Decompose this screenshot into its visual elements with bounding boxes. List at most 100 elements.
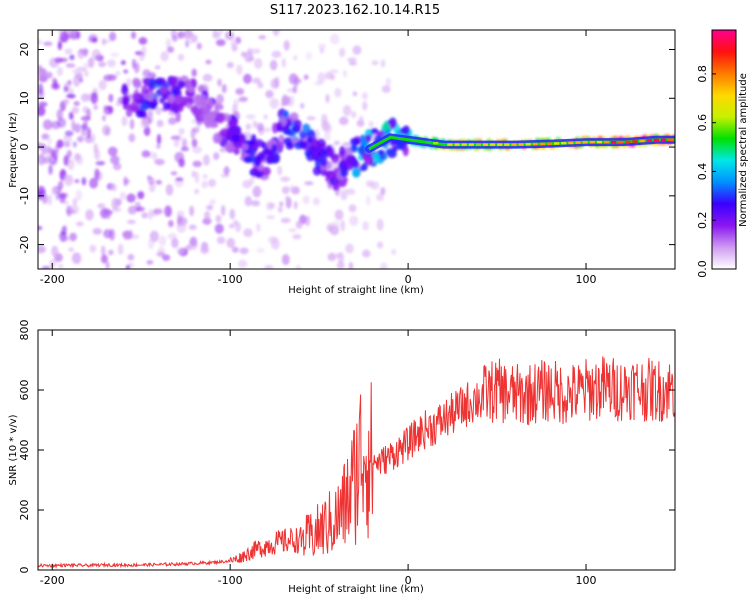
spectrogram-cell <box>229 125 239 136</box>
spectrogram-noise-cell <box>88 33 98 42</box>
spectrogram-noise-cell <box>131 31 137 39</box>
spectrogram-noise-cell <box>224 31 235 41</box>
spectrogram-noise-cell <box>75 189 83 201</box>
spectrogram-noise-cell <box>126 193 136 203</box>
spectrogram-noise-cell <box>292 55 298 61</box>
spectrogram-noise-cell <box>213 152 220 161</box>
spectrogram-noise-cell <box>89 244 97 253</box>
spectrogram-noise-cell <box>342 142 353 147</box>
snr-ytick-label: 0 <box>18 567 31 574</box>
spectrogram-noise-cell <box>385 77 391 87</box>
spectrogram-noise-cell <box>110 52 120 58</box>
spectrogram-noise-cell <box>111 197 119 210</box>
spectrogram-noise-cell <box>256 247 265 253</box>
spectrogram-noise-cell <box>101 114 107 122</box>
spectrogram-cell <box>307 145 318 154</box>
spectrogram-cell <box>197 84 205 93</box>
spectrogram-noise-cell <box>155 179 162 185</box>
spectrogram-noise-cell <box>329 69 339 74</box>
spectrogram-noise-cell <box>131 58 137 69</box>
snr-xtick-label: 0 <box>405 574 412 587</box>
spectrogram-noise-cell <box>177 53 185 61</box>
spectrogram-noise-cell <box>280 217 291 224</box>
spectrogram-noise-cell <box>71 106 80 114</box>
spectrogram-noise-cell <box>61 226 67 236</box>
spectrogram-cell <box>174 94 183 106</box>
spectrogram-noise-cell <box>342 69 347 78</box>
spectrogram-noise-cell <box>229 208 236 220</box>
spectrogram-noise-cell <box>347 57 357 62</box>
spectrogram-noise-cell <box>380 262 388 269</box>
spectrogram-noise-cell <box>84 71 89 77</box>
spectrogram-noise-cell <box>202 73 213 82</box>
spectrogram-noise-cell <box>193 188 200 195</box>
spectrogram-noise-cell <box>350 111 357 119</box>
spectrogram-noise-cell <box>352 91 358 97</box>
spectrogram-cell <box>125 108 133 118</box>
spectrogram-noise-cell <box>194 171 200 184</box>
spectrogram-noise-cell <box>330 33 340 45</box>
spectrogram-cell <box>162 101 171 110</box>
spectrogram-noise-cell <box>63 134 72 144</box>
spectrogram-cell <box>327 146 335 157</box>
spectrogram-noise-cell <box>233 98 240 106</box>
spectrogram-noise-cell <box>306 116 316 121</box>
spectrogram-noise-cell <box>122 230 133 240</box>
spectrogram-noise-cell <box>321 119 330 131</box>
spectrogram-noise-cell <box>366 195 371 206</box>
spectrogram-noise-cell <box>277 165 283 176</box>
spectrogram-noise-cell <box>216 94 224 105</box>
spectrogram-noise-cell <box>103 105 112 110</box>
spectrogram-xtick-label: -200 <box>40 273 65 286</box>
spectrogram-noise-cell <box>337 252 345 264</box>
spectrogram-noise-cell <box>72 141 77 148</box>
spectrogram-cell <box>361 162 368 171</box>
spectrogram-noise-cell <box>252 120 258 129</box>
spectrogram-noise-cell <box>68 33 76 39</box>
spectrogram-blobs <box>38 30 675 269</box>
spectrogram-noise-cell <box>175 110 181 123</box>
spectrogram-noise-cell <box>376 193 385 202</box>
spectrogram-noise-cell <box>126 219 136 225</box>
spectrogram-cell <box>331 154 340 164</box>
spectrogram-noise-cell <box>325 93 330 104</box>
spectrogram-cell <box>215 112 225 124</box>
spectrogram-noise-cell <box>302 195 310 205</box>
spectrogram-noise-cell <box>205 59 212 65</box>
spectrogram-noise-cell <box>244 196 253 207</box>
spectrogram-noise-cell <box>72 198 78 206</box>
spectrogram-noise-cell <box>51 186 58 196</box>
spectrogram-noise-cell <box>258 34 266 40</box>
spectrogram-noise-cell <box>148 238 155 250</box>
spectrogram-noise-cell <box>125 78 132 87</box>
spectrogram-noise-cell <box>92 227 102 235</box>
spectrogram-noise-cell <box>252 77 261 84</box>
spectrogram-noise-cell <box>189 205 195 217</box>
spectrogram-noise-cell <box>204 210 211 220</box>
spectrogram-noise-cell <box>277 206 283 213</box>
colorbar-label: Normalized spectral amplitude <box>738 73 749 227</box>
spectrogram-cell <box>290 137 300 144</box>
spectrogram-noise-cell <box>38 226 43 231</box>
spectrogram-noise-cell <box>231 44 238 52</box>
spectrogram-noise-cell <box>174 151 185 163</box>
spectrogram-noise-cell <box>38 88 45 100</box>
spectrogram-noise-cell <box>42 119 53 131</box>
spectrogram-data <box>38 30 675 269</box>
spectrogram-noise-cell <box>362 101 368 111</box>
spectrogram-noise-cell <box>123 176 128 187</box>
spectrogram-noise-cell <box>269 59 278 71</box>
spectrogram-noise-cell <box>300 102 305 109</box>
spectrogram-noise-cell <box>57 117 67 128</box>
spectrogram-noise-cell <box>81 123 88 131</box>
spectrogram-noise-cell <box>348 61 358 66</box>
spectrogram-cell <box>370 128 379 135</box>
spectrogram-cell <box>170 75 178 85</box>
spectrogram-cell <box>317 148 327 158</box>
spectrogram-cell <box>196 94 207 102</box>
spectrogram-noise-cell <box>170 171 178 176</box>
spectrogram-noise-cell <box>252 185 262 198</box>
spectrogram-noise-cell <box>333 140 340 146</box>
spectrogram-cell <box>357 145 367 156</box>
spectrogram-noise-cell <box>264 264 274 269</box>
